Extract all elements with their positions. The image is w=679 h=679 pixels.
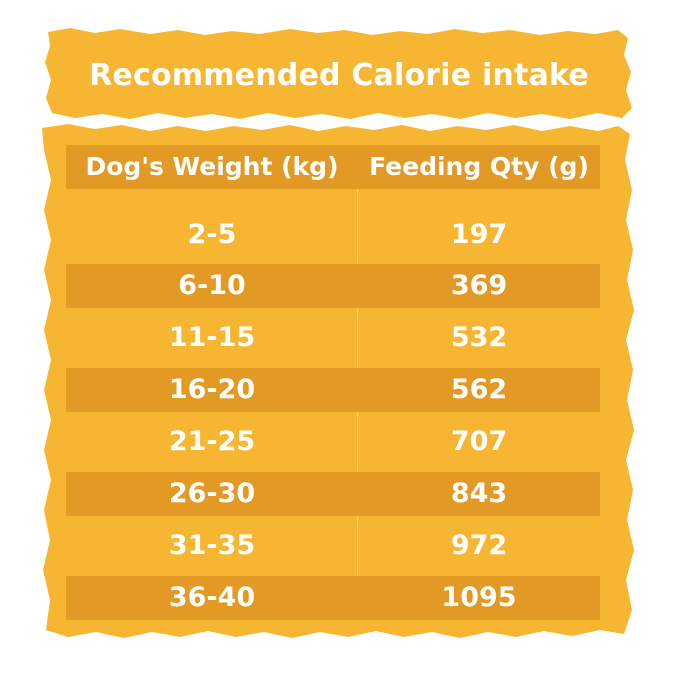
- table-row: 31-35 972: [66, 524, 600, 568]
- weight-cell: 36-40: [168, 582, 256, 613]
- qty-cell: 562: [450, 374, 508, 405]
- table-row: 11-15 532: [66, 316, 600, 360]
- weight-cell: 31-35: [168, 530, 256, 561]
- qty-cell: 532: [450, 322, 508, 353]
- table-row: 16-20 562: [66, 368, 600, 412]
- weight-cell: 2-5: [187, 219, 237, 250]
- table-row: 21-25 707: [66, 420, 600, 464]
- qty-cell: 843: [450, 478, 508, 509]
- weight-cell: 6-10: [178, 270, 246, 301]
- table-header-row: Dog's Weight (kg) Feeding Qty (g): [66, 145, 600, 189]
- table-row: 26-30 843: [66, 472, 600, 516]
- title-paper-strip: [45, 28, 632, 119]
- weight-cell: 21-25: [168, 426, 256, 457]
- page-title: Recommended Calorie intake: [89, 58, 589, 93]
- qty-cell: 707: [450, 426, 508, 457]
- header-dog-weight: Dog's Weight (kg): [85, 152, 339, 181]
- table-row: 6-10 369: [66, 264, 600, 308]
- qty-cell: 369: [450, 270, 508, 301]
- header-feeding-qty: Feeding Qty (g): [369, 152, 589, 181]
- weight-cell: 26-30: [168, 478, 256, 509]
- table-row: 2-5 197: [66, 213, 600, 257]
- weight-cell: 16-20: [168, 374, 256, 405]
- qty-cell: 197: [450, 219, 508, 250]
- weight-cell: 11-15: [168, 322, 256, 353]
- qty-cell: 1095: [441, 582, 517, 613]
- table-row: 36-40 1095: [66, 576, 600, 620]
- qty-cell: 972: [450, 530, 508, 561]
